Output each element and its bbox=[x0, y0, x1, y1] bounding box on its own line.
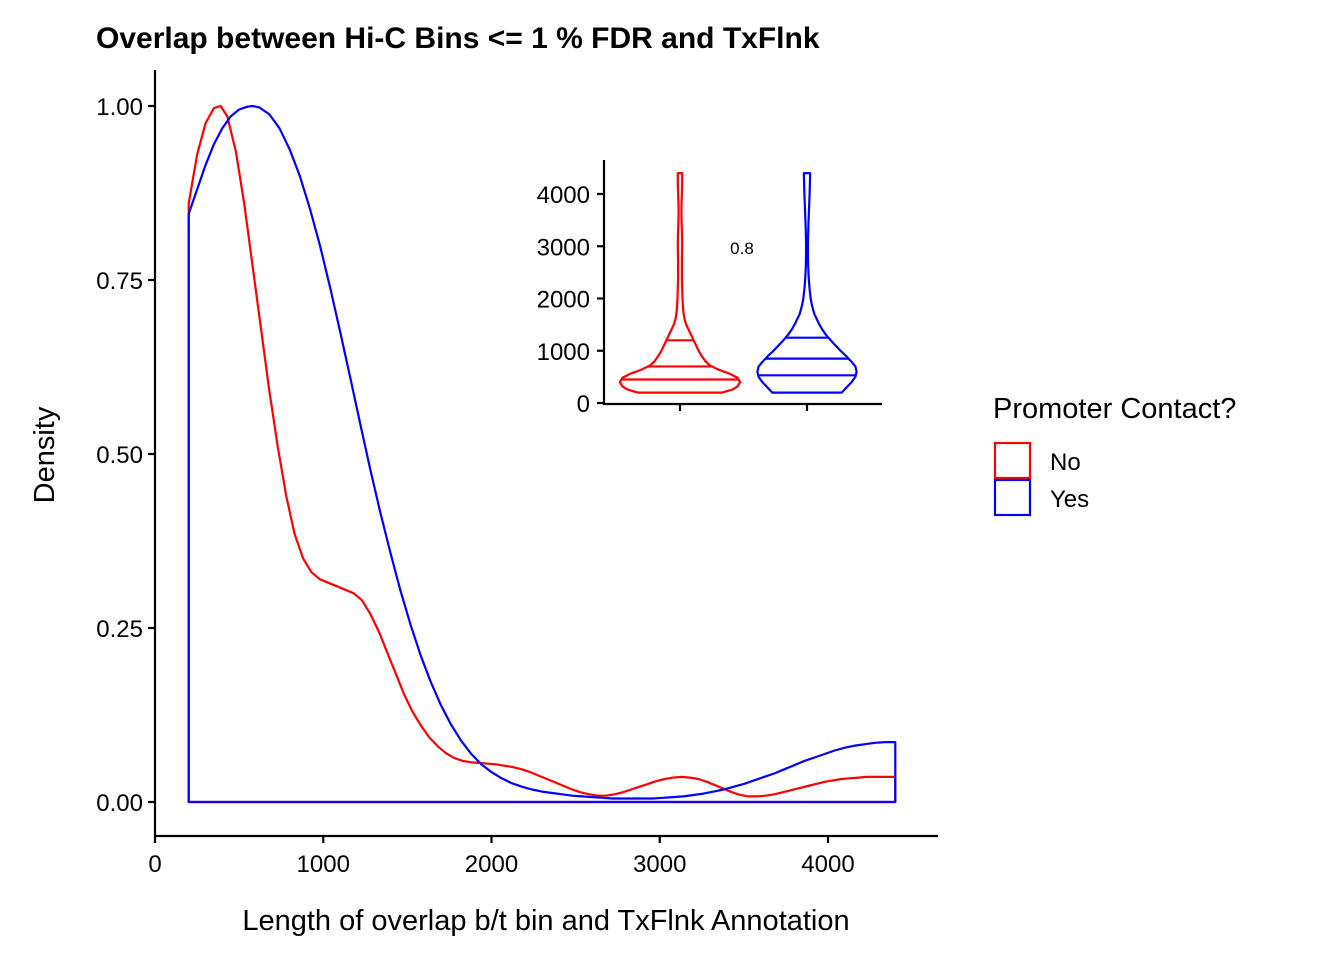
y-tick-label: 0.00 bbox=[96, 790, 143, 817]
legend-key-no bbox=[993, 441, 1032, 480]
violins bbox=[618, 172, 858, 394]
inset-y-tick-label: 0 bbox=[577, 391, 590, 418]
inset-y-tick-label: 2000 bbox=[537, 287, 590, 314]
inset-y-tick-label: 1000 bbox=[537, 339, 590, 366]
legend: Promoter Contact? No Yes bbox=[993, 393, 1236, 517]
legend-key-yes bbox=[993, 478, 1032, 517]
x-tick-label: 3000 bbox=[633, 851, 686, 878]
inset-y-tick-label: 4000 bbox=[537, 182, 590, 209]
density-series bbox=[187, 104, 897, 804]
legend-label-no: No bbox=[1050, 449, 1081, 476]
y-axis-label: Density bbox=[29, 406, 61, 503]
y-tick-label: 0.25 bbox=[96, 616, 143, 643]
violin-yes bbox=[756, 172, 858, 394]
density-curve-yes bbox=[187, 104, 897, 804]
inset-y-axis-ticks: 0 1000 2000 3000 4000 bbox=[537, 182, 604, 418]
legend-label-yes: Yes bbox=[1050, 486, 1089, 513]
chart-title: Overlap between Hi-C Bins <= 1 % FDR and… bbox=[96, 22, 820, 55]
x-tick-label: 2000 bbox=[465, 851, 518, 878]
legend-title: Promoter Contact? bbox=[993, 393, 1236, 425]
density-curve-no bbox=[187, 104, 897, 804]
legend-entries: No Yes bbox=[993, 441, 1089, 517]
x-tick-label: 1000 bbox=[297, 851, 350, 878]
x-axis-ticks: 0 1000 2000 3000 4000 bbox=[148, 836, 855, 878]
inset-annotation: 0.8 bbox=[730, 239, 754, 258]
x-tick-label: 4000 bbox=[801, 851, 854, 878]
y-tick-label: 0.50 bbox=[96, 442, 143, 469]
y-axis-ticks: 0.00 0.25 0.50 0.75 1.00 bbox=[96, 94, 155, 817]
x-tick-label: 0 bbox=[148, 851, 161, 878]
inset-y-tick-label: 3000 bbox=[537, 234, 590, 261]
x-axis-label: Length of overlap b/t bin and TxFlnk Ann… bbox=[242, 905, 849, 937]
violin-no bbox=[618, 172, 742, 394]
inset-violin-plot: 0 1000 2000 3000 4000 0.8 bbox=[537, 160, 882, 418]
main-plot: 0.00 0.25 0.50 0.75 1.00 0 1000 2000 3000 4000 bbox=[96, 70, 938, 878]
y-tick-label: 0.75 bbox=[96, 268, 143, 295]
y-tick-label: 1.00 bbox=[96, 94, 143, 121]
